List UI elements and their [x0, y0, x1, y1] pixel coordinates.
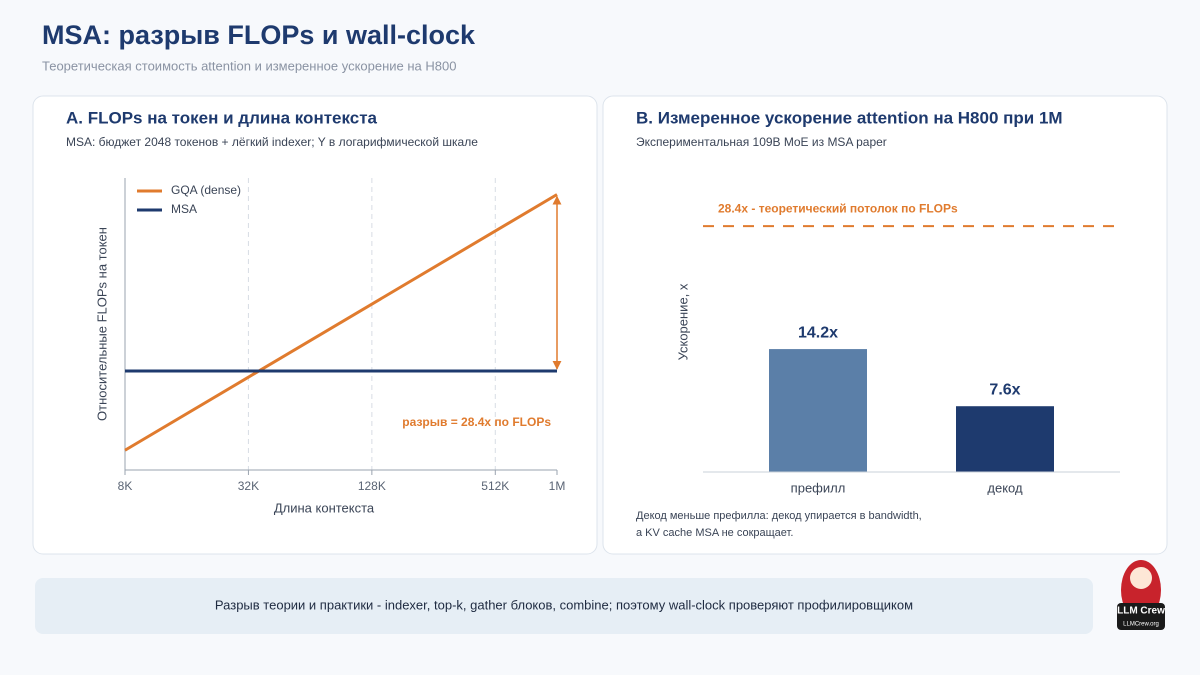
logo-name: LLM Crew [1117, 606, 1165, 617]
banner-text: Разрыв теории и практики - indexer, top-… [215, 597, 913, 612]
panel-subtitle: MSA: бюджет 2048 токенов + лёгкий indexe… [66, 135, 478, 149]
x-tick-label: 1M [549, 479, 566, 493]
x-tick-label: декод [987, 480, 1023, 495]
bar [769, 349, 867, 472]
subtitle: Теоретическая стоимость attention и изме… [42, 58, 456, 73]
series-line [124, 193, 558, 452]
legend-label: GQA (dense) [171, 183, 241, 197]
banner [35, 578, 1093, 634]
x-tick-label: 8K [118, 479, 133, 493]
title: MSA: разрыв FLOPs и wall-clock [42, 20, 476, 50]
x-tick-label: префилл [791, 480, 846, 495]
panel-title: A. FLOPs на токен и длина контекста [66, 108, 378, 127]
reference-label: 28.4x - теоретический потолок по FLOPs [718, 201, 958, 215]
x-tick-label: 128K [358, 479, 386, 493]
bar [956, 406, 1054, 472]
y-axis-label: Относительные FLOPs на токен [94, 227, 109, 421]
panel-title: B. Измеренное ускорение attention на H80… [636, 108, 1063, 127]
legend-label: MSA [171, 202, 197, 216]
x-axis-label: Длина контекста [274, 500, 375, 515]
y-axis-label: Ускорение, x [675, 283, 690, 360]
note: Декод меньше префилла: декод упирается в… [636, 510, 922, 522]
card [32, 95, 598, 555]
x-tick-label: 512K [481, 479, 509, 493]
x-tick-label: 32K [238, 479, 259, 493]
logo-url: LLMCrew.org [1123, 622, 1159, 628]
annotation: разрыв = 28.4x по FLOPs [402, 415, 551, 429]
value-label: 7.6x [989, 381, 1020, 398]
panel-subtitle: Экспериментальная 109B MoE из MSA paper [636, 135, 887, 149]
logo: LLM Crew LLMCrew.org [1117, 560, 1165, 630]
value-label: 14.2x [798, 324, 838, 341]
note: а KV cache MSA не сокращает. [636, 527, 793, 539]
